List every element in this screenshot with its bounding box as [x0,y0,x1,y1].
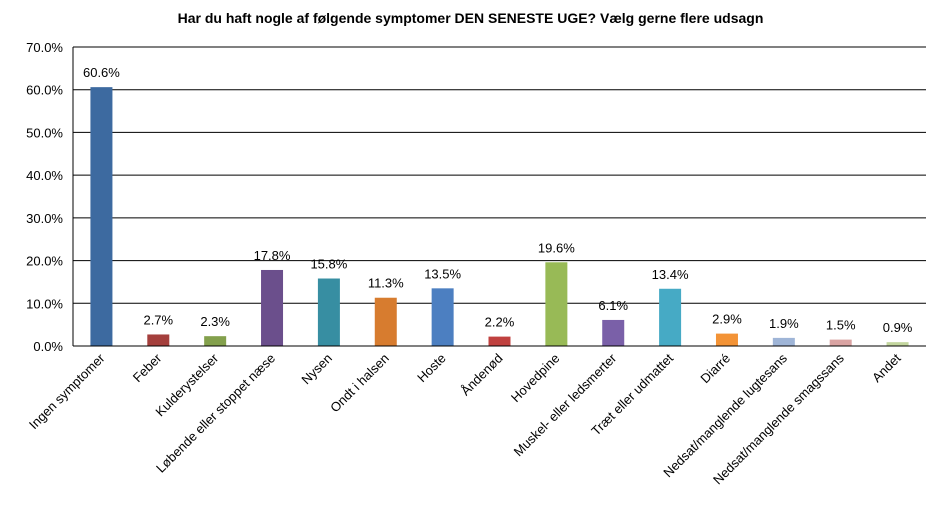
bar [261,269,284,346]
data-label: 13.5% [424,266,461,281]
x-tick-label: Hoste [414,351,449,386]
y-tick-label: 20.0% [26,254,63,269]
y-tick-label: 50.0% [26,125,63,140]
y-tick-label: 0.0% [33,339,63,354]
data-label: 1.5% [826,318,856,333]
bars [90,87,909,346]
chart-title: Har du haft nogle af følgende symptomer … [177,10,764,26]
bar [772,337,795,346]
bar [545,262,568,346]
bar [715,333,738,346]
bar [147,334,170,346]
data-label: 11.3% [368,276,404,291]
y-tick-label: 30.0% [26,211,63,226]
data-label: 2.9% [712,312,742,327]
x-tick-label: Diarré [697,351,733,387]
data-label: 13.4% [652,267,689,282]
data-label: 2.2% [485,315,515,330]
data-label: 2.7% [143,312,173,327]
y-tick-label: 40.0% [26,168,63,183]
x-tick-label: Andet [869,350,904,385]
x-tick-label: Muskel- eller ledsmerter [511,350,620,459]
bar [431,288,454,346]
data-labels: 60.6% 2.7% 2.3% 17.8% 15.8% 11.3% 13.5% 2.2% 19.… [83,65,913,335]
bar [829,339,852,346]
data-label: 1.9% [769,316,799,331]
bar [204,336,227,346]
bar [488,336,511,346]
bar [602,319,625,346]
y-axis-tick-labels: 0.0% 10.0% 20.0% 30.0% 40.0% 50.0% 60.0% 70.0% [26,40,63,354]
y-tick-label: 10.0% [26,296,63,311]
data-label: 17.8% [254,248,291,263]
bar [659,288,682,346]
y-tick-label: 70.0% [26,40,63,55]
x-tick-label: Løbende eller stoppet næse [153,351,278,476]
x-tick-label: Åndenød [458,351,506,399]
bar [886,342,909,346]
bar [90,87,113,346]
x-tick-label: Ingen symptomer [26,350,108,432]
data-label: 0.9% [883,320,913,335]
data-label: 15.8% [310,257,347,272]
x-tick-label: Nysen [298,351,335,388]
x-axis-tick-labels: Ingen symptomer FeberKulderystelserLøbend… [26,350,904,487]
data-label: 60.6% [83,65,120,80]
y-tick-label: 60.0% [26,83,63,98]
x-tick-label: Ondt i halsen [327,351,392,416]
bar [374,297,397,346]
data-label: 2.3% [200,314,230,329]
x-tick-label: Hovedpine [508,351,563,406]
data-label: 6.1% [598,298,628,313]
bar [317,278,340,346]
gridlines [73,46,926,304]
x-tick-label: Feber [130,350,165,385]
data-label: 19.6% [538,240,575,255]
